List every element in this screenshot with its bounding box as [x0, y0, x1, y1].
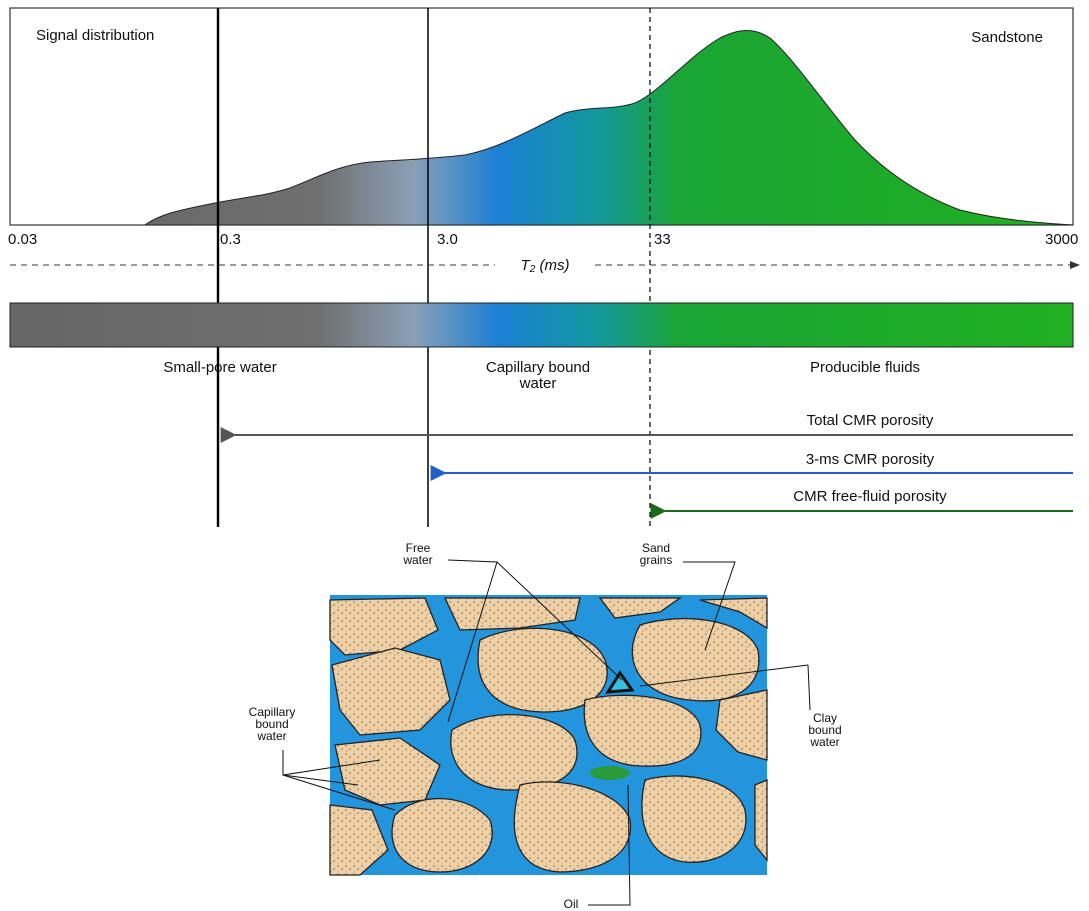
rock-label: Sandstone [923, 30, 1043, 46]
axis-arrow [1070, 261, 1080, 269]
zone-label: Small-pore water [160, 360, 280, 376]
pore-label: Sand grains [628, 542, 684, 566]
tick-label: 3.0 [437, 232, 458, 248]
tick-label: 0.03 [8, 232, 37, 248]
page: Signal distribution Sandstone 0.03 0.3 3… [0, 0, 1089, 911]
color-bar [10, 303, 1073, 347]
pore-label: Clay bound water [800, 712, 850, 748]
plot-title: Signal distribution [36, 28, 156, 44]
tick-label: 33 [654, 232, 671, 248]
pore-label: Oil [556, 898, 586, 910]
pore-label: Free water [390, 542, 446, 566]
zone-label: Capillary bound water [484, 360, 592, 392]
porosity-label: CMR free-fluid porosity [720, 489, 1020, 505]
signal-curve [145, 31, 1073, 226]
pore-label: Capillary bound water [240, 706, 304, 742]
tick-label: 3000 [1045, 232, 1078, 248]
pore-image [330, 595, 767, 875]
tick-label: 0.3 [220, 232, 241, 248]
zone-label: Producible fluids [760, 360, 970, 376]
axis-label: T₂ (ms) [495, 258, 595, 274]
oil-droplet [590, 766, 630, 780]
porosity-label: Total CMR porosity [720, 413, 1020, 429]
porosity-label: 3-ms CMR porosity [720, 452, 1020, 468]
